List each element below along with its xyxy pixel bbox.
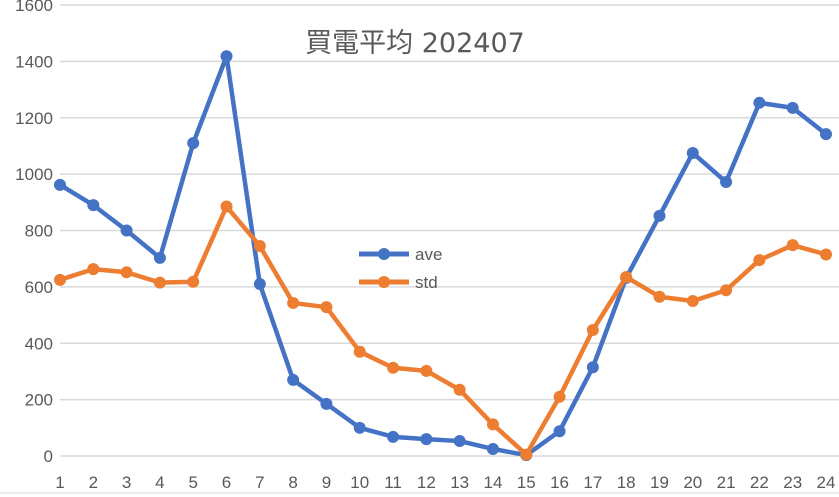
x-tick-label: 9: [322, 473, 331, 492]
data-point: [820, 248, 832, 261]
data-point: [453, 383, 466, 396]
x-tick-label: 15: [517, 473, 536, 492]
x-tick-label: 19: [650, 473, 669, 492]
y-tick-label: 1000: [15, 165, 53, 184]
legend-label-std: std: [415, 273, 438, 292]
data-point: [187, 275, 200, 288]
data-point: [753, 96, 766, 109]
data-point: [486, 442, 499, 455]
legend-label-ave: ave: [415, 245, 442, 264]
x-tick-label: 16: [550, 473, 569, 492]
y-tick-label: 1400: [15, 52, 53, 71]
data-point: [653, 290, 666, 303]
legend-item-ave: ave: [359, 245, 442, 264]
data-point: [253, 240, 266, 253]
data-point: [320, 301, 333, 314]
data-point: [453, 435, 466, 448]
series-line: [58, 54, 828, 458]
data-point: [387, 361, 400, 374]
chart-title: 買電平均 202407: [305, 28, 525, 59]
data-point: [553, 390, 566, 403]
y-axis-ticks: 0 200 400 600 800 1000 1200 1400 1600: [15, 0, 53, 466]
data-point: [120, 224, 133, 237]
data-point: [54, 273, 66, 286]
legend: ave std: [359, 245, 442, 292]
y-tick-label: 600: [25, 278, 53, 297]
data-point: [686, 146, 699, 159]
x-tick-label: 4: [155, 473, 164, 492]
gridlines: [0, 4, 839, 494]
data-point: [120, 266, 133, 279]
x-tick-label: 2: [89, 473, 98, 492]
y-tick-label: 1200: [15, 109, 53, 128]
data-point: [187, 137, 200, 150]
x-tick-label: 8: [288, 473, 297, 492]
x-axis-ticks: 1 2 3 4 5 6 7 8 9 10 11 12 13 14 15 16 17 18 19 20 21 22 23 24: [55, 473, 835, 492]
data-point: [720, 176, 733, 189]
data-point: [720, 284, 733, 297]
data-point: [387, 430, 400, 443]
y-tick-label: 400: [25, 334, 53, 353]
data-point: [353, 421, 366, 434]
x-tick-label: 24: [817, 473, 836, 492]
data-point: [420, 364, 433, 377]
y-tick-label: 1600: [15, 0, 53, 15]
x-tick-label: 21: [717, 473, 736, 492]
x-tick-label: 10: [350, 473, 369, 492]
data-point: [287, 296, 300, 309]
x-tick-label: 23: [783, 473, 802, 492]
data-point: [153, 276, 166, 289]
x-tick-label: 3: [122, 473, 131, 492]
data-point: [153, 251, 166, 264]
y-tick-label: 200: [25, 391, 53, 410]
x-tick-label: 13: [450, 473, 469, 492]
data-point: [320, 397, 333, 410]
data-point: [220, 200, 233, 213]
x-tick-label: 14: [483, 473, 502, 492]
data-point: [54, 178, 66, 191]
data-point: [786, 101, 799, 114]
x-tick-label: 20: [683, 473, 702, 492]
series-ave: [54, 50, 832, 462]
x-tick-label: 1: [55, 473, 64, 492]
x-tick-label: 6: [222, 473, 231, 492]
y-tick-label: 800: [25, 222, 53, 241]
data-point: [287, 373, 300, 386]
data-point: [486, 418, 499, 431]
data-point: [87, 263, 100, 276]
y-tick-label: 0: [44, 447, 53, 466]
data-point: [620, 271, 633, 284]
data-point: [586, 324, 599, 337]
x-tick-label: 11: [384, 473, 402, 492]
data-point: [553, 425, 566, 438]
data-point: [520, 448, 533, 461]
series-line: [59, 204, 827, 457]
x-tick-label: 17: [583, 473, 602, 492]
x-tick-label: 12: [417, 473, 436, 492]
data-point: [253, 278, 266, 291]
data-point: [653, 209, 666, 222]
series-std: [54, 200, 832, 461]
data-point: [353, 345, 366, 358]
x-tick-label: 7: [255, 473, 264, 492]
data-point: [686, 294, 699, 307]
data-point: [786, 239, 799, 252]
data-point: [586, 361, 599, 374]
series-group: [54, 50, 832, 462]
data-point: [220, 50, 233, 63]
data-point: [753, 254, 766, 267]
x-tick-label: 18: [617, 473, 636, 492]
data-point: [420, 433, 433, 446]
data-point: [87, 199, 100, 212]
legend-item-std: std: [359, 273, 438, 292]
x-tick-label: 5: [188, 473, 197, 492]
x-tick-label: 22: [750, 473, 769, 492]
data-point: [820, 128, 832, 141]
